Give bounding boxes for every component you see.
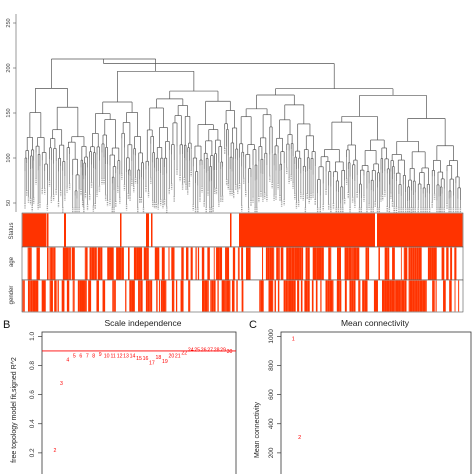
- panel-b-tick-label: 0.6: [29, 390, 36, 399]
- panel-c-letter: C: [249, 319, 257, 331]
- panel-b-point-label: 8: [92, 353, 95, 359]
- panel-c-tick-label: 400: [268, 418, 275, 429]
- panel-b-point-label: 15: [136, 356, 142, 362]
- panel-b-point-label: 21: [175, 353, 181, 359]
- panel-b-point-label: 22: [181, 350, 187, 356]
- panel-b-point-label: 14: [130, 353, 136, 359]
- panel-c-y-ticks: 02004006008001000: [268, 329, 281, 458]
- panel-b-point-label: 12: [117, 353, 123, 359]
- panel-c-points: 12: [292, 337, 301, 441]
- panel-c-title: Mean connectivity: [341, 318, 410, 328]
- panel-b: B Scale independence free topology model…: [3, 318, 237, 474]
- trait-label-status: Status: [9, 222, 15, 239]
- panel-b-point-label: 6: [79, 353, 82, 359]
- panel-c-tick-label: 200: [268, 447, 275, 458]
- panel-c: C Mean connectivity Mean connectivity 02…: [249, 318, 472, 474]
- panel-b-point-label: 18: [156, 355, 162, 361]
- trait-label-age: age: [9, 256, 15, 267]
- panel-b-ylabel: free topology model fit,signed R^2: [11, 357, 18, 463]
- panel-b-point-label: 11: [110, 353, 115, 359]
- panel-b-title: Scale independence: [104, 318, 181, 328]
- dendrogram-tick-label: 100: [6, 153, 12, 162]
- panel-b-point-label: 30: [227, 349, 233, 355]
- panel-b-point-label: 9: [99, 352, 102, 358]
- panel-b-point-label: 27: [207, 347, 213, 353]
- panel-b-tick-label: 1.0: [29, 331, 36, 340]
- trait-stripes-age: [27, 247, 457, 280]
- panel-b-point-label: 10: [104, 353, 110, 359]
- panel-b-point-label: 26: [201, 347, 207, 353]
- dendrogram-tick-label: 250: [6, 18, 12, 27]
- dendrogram-tick-label: 150: [6, 108, 12, 117]
- panel-c-ylabel: Mean connectivity: [254, 401, 261, 458]
- panel-c-plot-area: [280, 331, 472, 474]
- panel-b-point-label: 24: [188, 347, 194, 353]
- dendrogram-tree: [24, 58, 462, 214]
- panel-b-point-label: 29: [220, 347, 226, 353]
- dendrogram-panel: 50 100 150 200 250: [6, 14, 462, 214]
- trait-color-bars: Status age gender: [9, 212, 464, 313]
- panel-b-letter: B: [3, 319, 10, 331]
- dendrogram-y-ticks: 50 100 150 200 250: [6, 18, 16, 206]
- trait-label-gender: gender: [9, 286, 15, 305]
- panel-b-point-label: 2: [53, 448, 56, 454]
- panel-c-tick-label: 1000: [268, 329, 275, 344]
- trait-stripes-status: [22, 213, 463, 247]
- panel-b-point-label: 20: [168, 353, 174, 359]
- panel-b-point-label: 5: [73, 353, 76, 359]
- panel-b-point-label: 13: [123, 353, 129, 359]
- panel-c-tick-label: 800: [268, 360, 275, 371]
- panel-c-tick-label: 600: [268, 389, 275, 400]
- panel-b-point-label: 19: [162, 359, 168, 365]
- panel-b-plot-area: [41, 331, 237, 474]
- dendrogram-tick-label: 50: [6, 200, 12, 206]
- panel-b-point-label: 17: [149, 361, 155, 367]
- dendrogram-tick-label: 200: [6, 63, 12, 72]
- trait-stripes-gender: [22, 280, 460, 312]
- panel-c-point-label: 2: [298, 435, 301, 441]
- panel-b-point-label: 16: [143, 356, 149, 362]
- panel-b-y-ticks: 0.2 0.4 0.6 0.8 1.0: [29, 331, 42, 457]
- panel-b-point-label: 3: [60, 381, 63, 387]
- panel-c-point-label: 1: [292, 337, 295, 343]
- panel-b-point-label: 4: [66, 358, 69, 364]
- panel-b-tick-label: 0.8: [29, 361, 36, 370]
- panel-b-point-label: 28: [214, 347, 220, 353]
- panel-b-point-label: 7: [86, 353, 89, 359]
- panel-b-point-label: 25: [194, 347, 200, 353]
- panel-b-tick-label: 0.2: [29, 448, 36, 457]
- panel-b-tick-label: 0.4: [29, 419, 36, 428]
